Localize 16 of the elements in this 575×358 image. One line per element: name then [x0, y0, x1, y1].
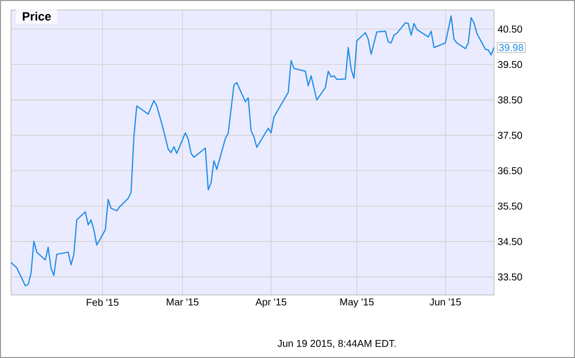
y-tick-label: 37.50: [498, 132, 522, 139]
y-tick-label: 33.50: [498, 273, 522, 280]
x-tick-label: Feb '15: [86, 298, 118, 306]
y-tick-label: 39.50: [498, 60, 522, 68]
y-tick-label: 38.50: [498, 96, 522, 104]
annotation: 39.98: [499, 44, 524, 52]
x-tick-label: May '15: [340, 298, 374, 308]
x-tick-label: Jun '15: [430, 298, 461, 306]
y-tick-label: 36.50: [498, 167, 522, 174]
chart-title: Price: [22, 12, 51, 21]
x-tick-label: Mar '15: [166, 298, 199, 306]
text: Jun 19 2015, 8:44AM EDT.: [278, 340, 396, 348]
y-tick-label: 34.50: [498, 238, 522, 246]
y-tick-label: 40.50: [498, 26, 522, 33]
x-tick-label: Apr '15: [255, 298, 286, 308]
y-tick-label: 35.50: [498, 202, 522, 210]
